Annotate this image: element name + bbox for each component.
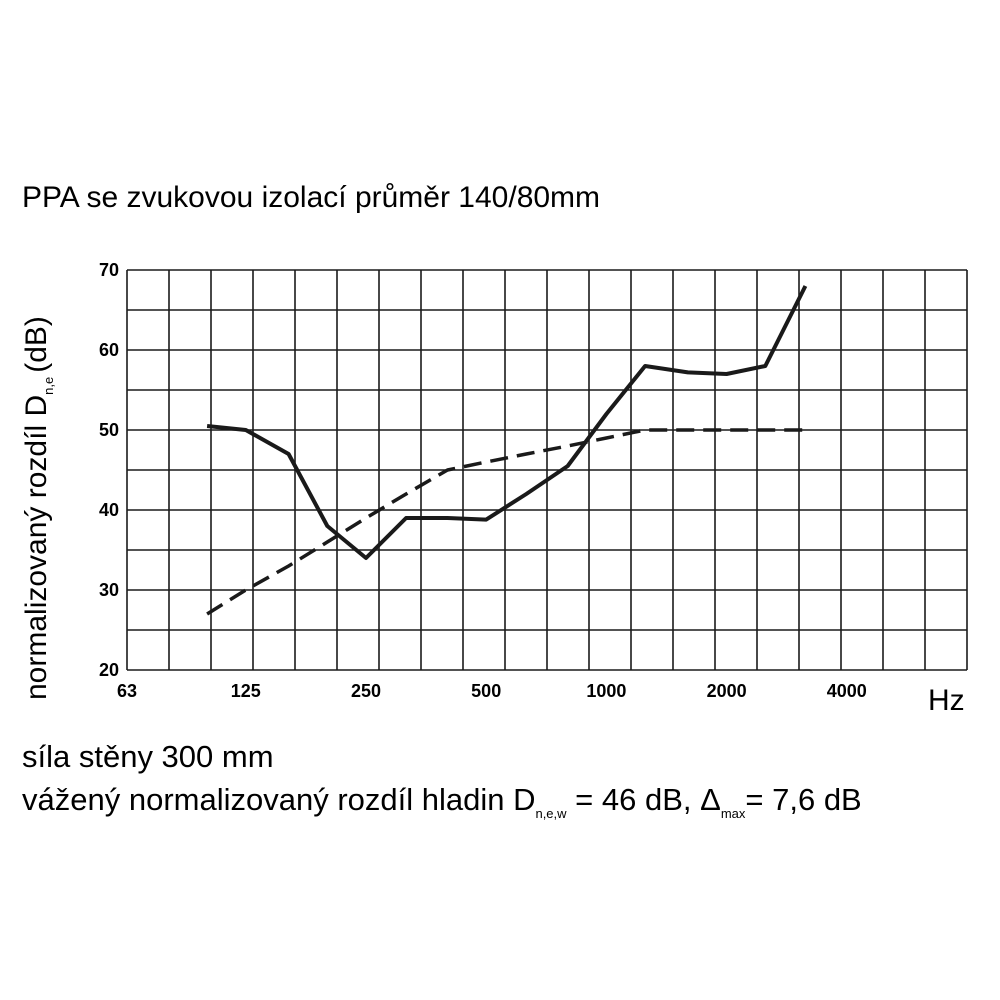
- y-tick-label: 20: [99, 660, 119, 680]
- series-line-solid: [206, 285, 808, 560]
- y-axis-label-tail: (dB): [20, 316, 53, 373]
- x-tick-label: 63: [117, 681, 137, 701]
- weighted-note-sub1: n,e,w: [535, 806, 567, 821]
- y-axis-label-sub: n,e: [41, 377, 56, 395]
- y-tick-label: 40: [99, 500, 119, 520]
- y-tick-label: 50: [99, 420, 119, 440]
- y-tick-label: 70: [99, 260, 119, 280]
- x-tick-label: 250: [351, 681, 381, 701]
- weighted-note-pre: vážený normalizovaný rozdíl hladin D: [22, 782, 535, 817]
- series-line-dashed: [206, 428, 806, 616]
- y-tick-labels: 20 30 40 50 60 70: [99, 260, 119, 680]
- chart-title: PPA se zvukovou izolací průměr 140/80mm: [22, 181, 600, 214]
- y-tick-label: 60: [99, 340, 119, 360]
- x-axis-unit: Hz: [928, 684, 965, 717]
- weighted-note-post: = 7,6 dB: [745, 782, 861, 817]
- x-tick-label: 500: [471, 681, 501, 701]
- wall-thickness-note: síla stěny 300 mm: [22, 739, 274, 774]
- weighted-note-mid: = 46 dB, Δ: [567, 782, 721, 817]
- x-tick-label: 4000: [827, 681, 867, 701]
- weighted-note-sub2: max: [721, 806, 746, 821]
- x-tick-label: 125: [231, 681, 261, 701]
- x-tick-label: 1000: [586, 681, 626, 701]
- y-tick-label: 30: [99, 580, 119, 600]
- x-tick-label: 2000: [707, 681, 747, 701]
- x-tick-labels: 63 125 250 500 1000 2000 4000: [117, 681, 867, 701]
- grid: [126, 269, 968, 671]
- y-axis-label-main: normalizovaný rozdíl D: [20, 395, 53, 700]
- weighted-difference-note: vážený normalizovaný rozdíl hladin Dn,e,…: [22, 782, 862, 821]
- series-layer: [206, 285, 808, 616]
- y-axis-label: normalizovaný rozdíl Dn,e (dB): [20, 316, 56, 700]
